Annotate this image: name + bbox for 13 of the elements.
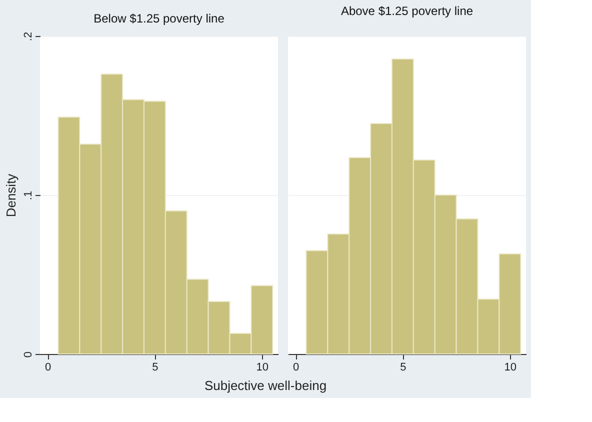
x-tick-label: 10 [504, 362, 517, 374]
chart-title: Above $1.25 poverty line [340, 4, 474, 18]
x-tick-label: 5 [400, 362, 406, 374]
x-tick-label: 0 [292, 362, 300, 374]
x-axis-title: Subjective well-being [204, 378, 327, 393]
x-tick-label: 0 [44, 362, 52, 374]
x-tick-label: 5 [152, 362, 158, 374]
x-tick-label: 10 [256, 362, 269, 374]
y-tick-label: .1 [22, 190, 34, 200]
y-tick-label: .2 [22, 32, 34, 42]
chart-title: Below $1.25 poverty line [94, 11, 225, 26]
y-axis-title: Density [4, 173, 18, 218]
y-tick-label: 0 [22, 351, 34, 358]
